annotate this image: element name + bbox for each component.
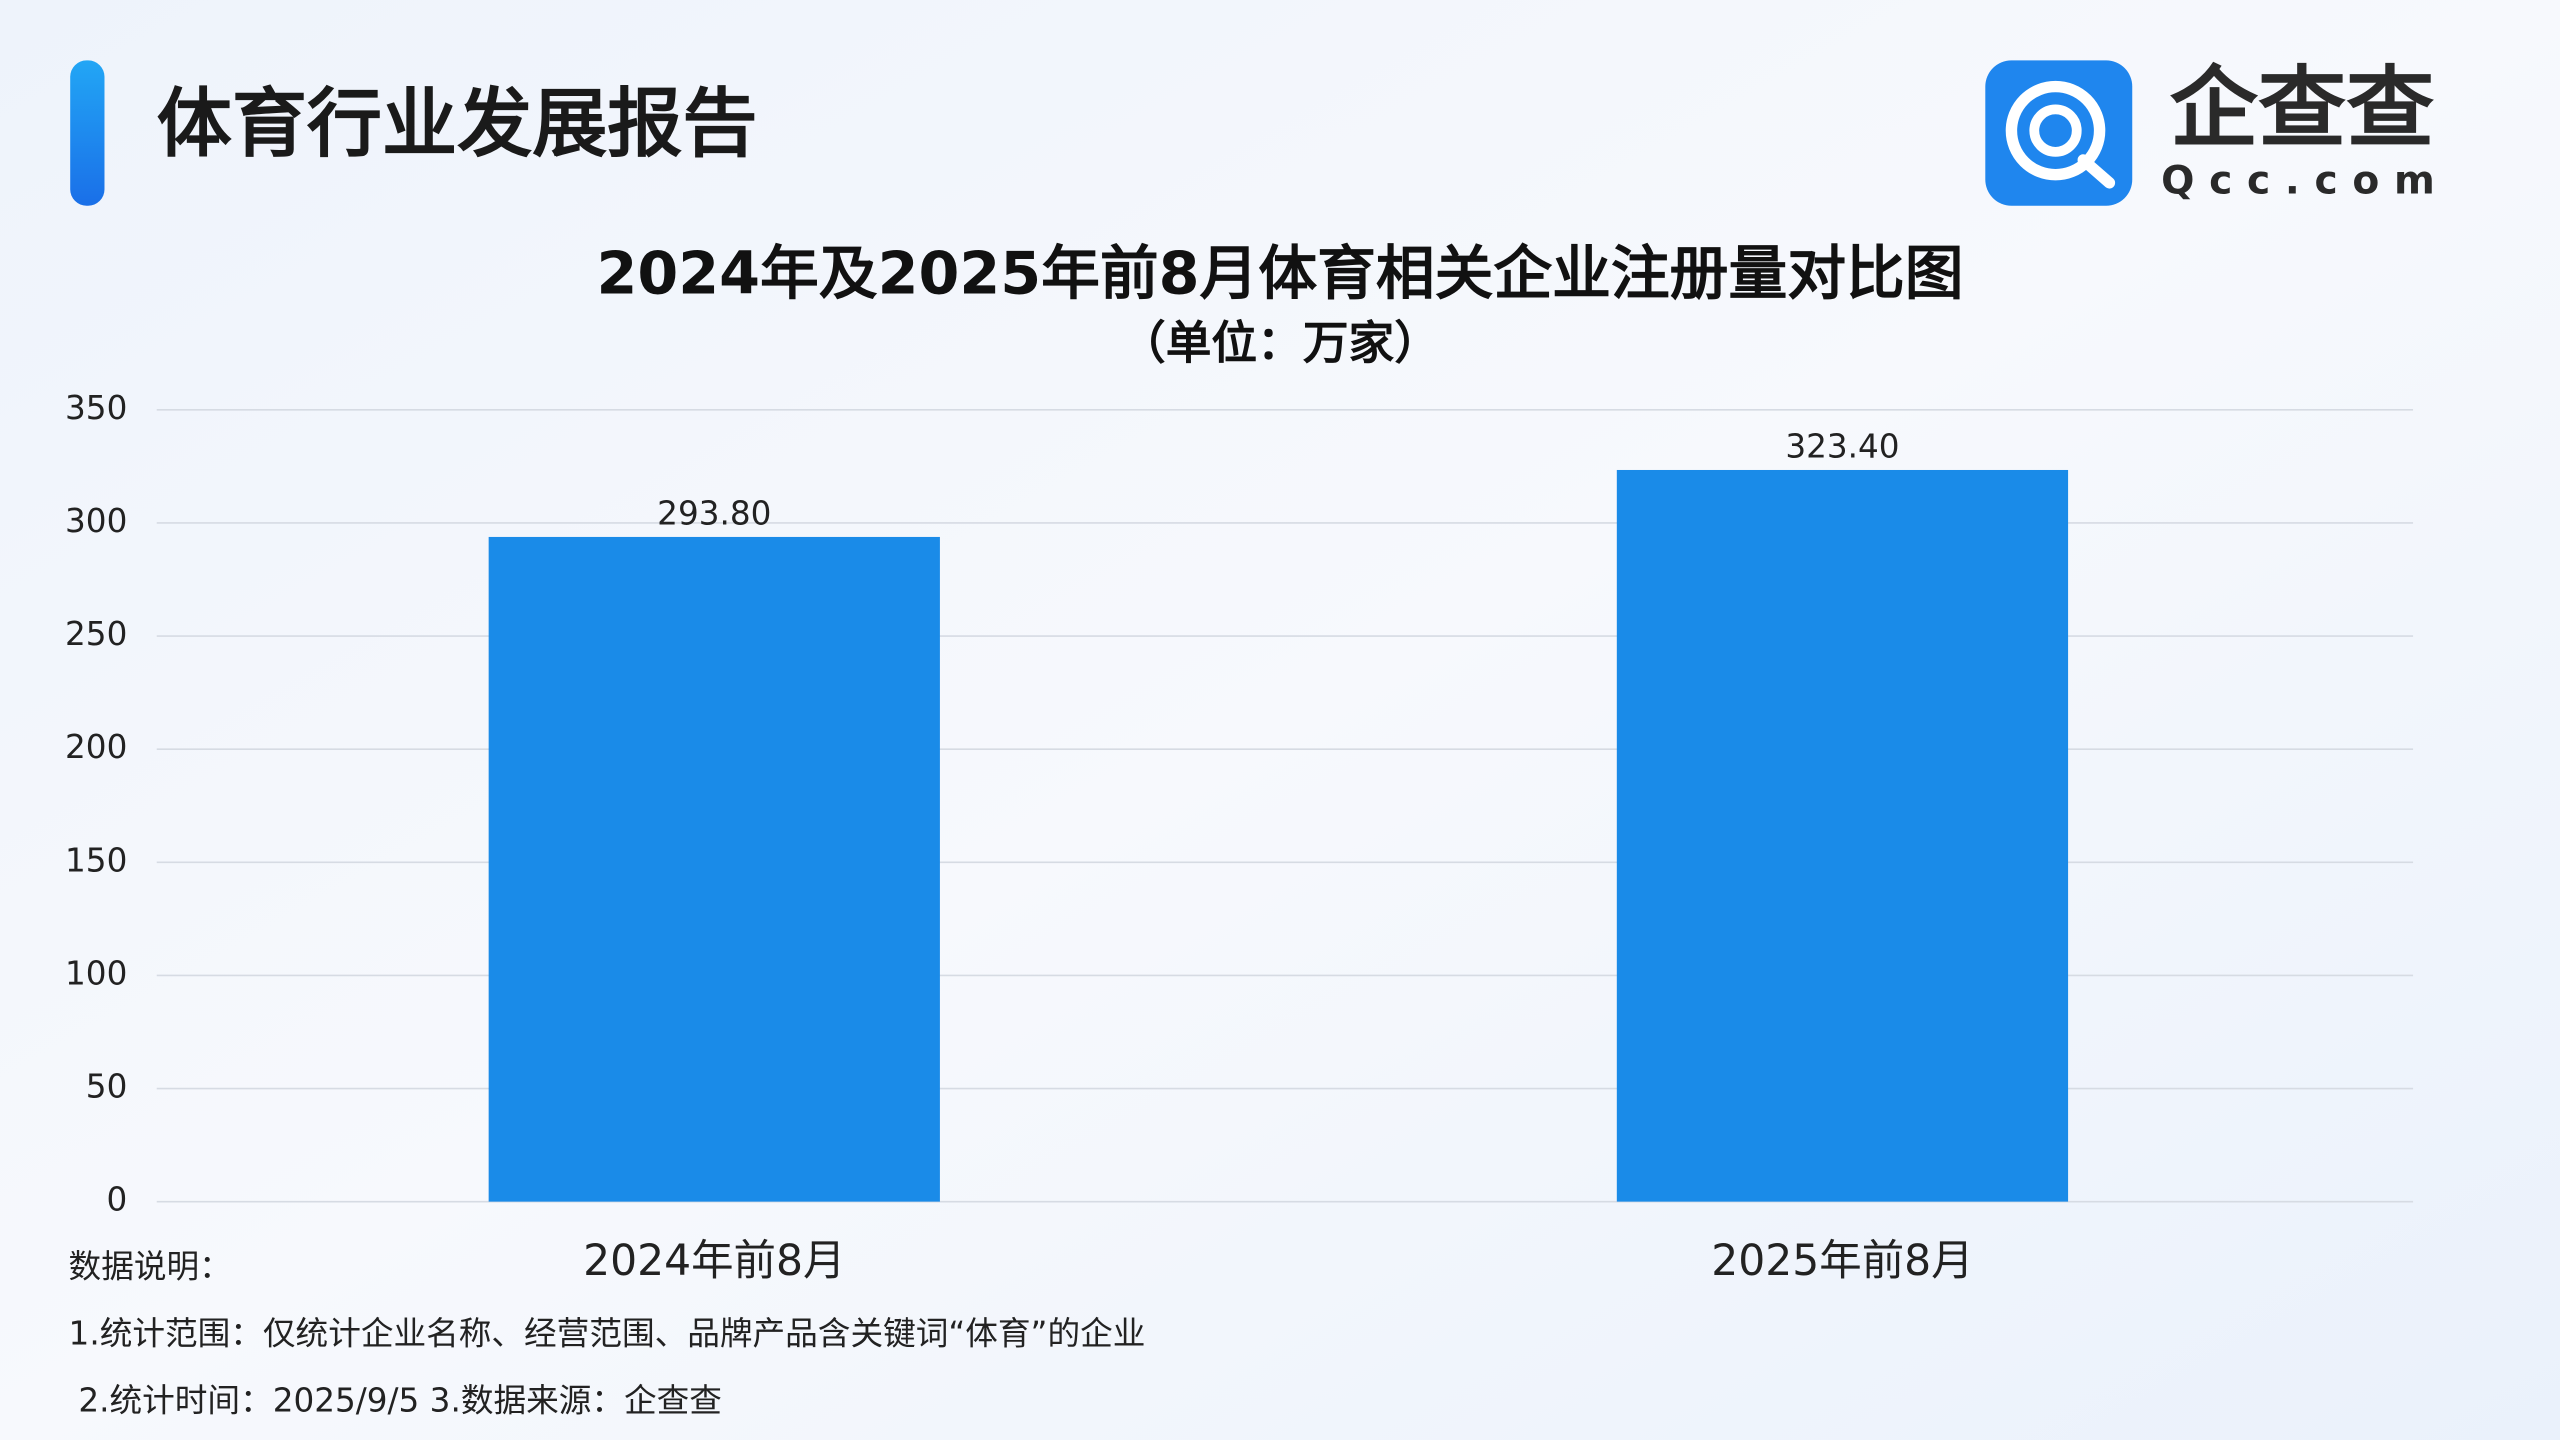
note-line: 1.统计范围：仅统计企业名称、经营范围、品牌产品含关键词“体育”的企业 <box>69 1315 1146 1353</box>
x-tick-label: 2024年前8月 <box>583 1237 845 1286</box>
bar <box>488 536 940 1202</box>
value-label: 293.80 <box>657 495 771 533</box>
x-tick-label: 2025年前8月 <box>1711 1237 1973 1286</box>
value-label: 323.40 <box>1785 428 1899 466</box>
logo-ring-inner <box>2029 104 2082 157</box>
accent-bar <box>70 60 105 206</box>
y-tick-label: 350 <box>65 389 127 427</box>
logo-ring <box>2005 80 2106 181</box>
y-tick-label: 150 <box>65 841 127 879</box>
logo: 企查查 Qcc.com <box>1985 57 2449 206</box>
logo-tail <box>2077 154 2116 189</box>
plot: 0 50 100 150 200 250 300 350 2024年前8月 293.80 2025年… <box>65 389 2414 1286</box>
chart-title: 2024年及2025年前8月体育相关企业注册量对比图 <box>596 239 1963 308</box>
header-title: 体育行业发展报告 <box>157 79 758 167</box>
logo-domain: Qcc.com <box>2161 158 2449 203</box>
bar <box>1616 469 2069 1202</box>
y-tick-label: 200 <box>65 728 127 766</box>
notes-heading: 数据说明： <box>69 1248 232 1286</box>
y-tick-label: 50 <box>86 1068 128 1106</box>
y-tick-label: 0 <box>107 1181 128 1219</box>
chart-subtitle: （单位：万家） <box>1120 317 1440 370</box>
note-line: 2.统计时间：2025/9/5 3.数据来源：企查查 <box>78 1381 722 1419</box>
y-tick-label: 300 <box>65 502 127 540</box>
y-tick-label: 250 <box>65 615 127 653</box>
logo-name: 企查查 <box>2170 57 2434 160</box>
y-tick-label: 100 <box>65 954 127 992</box>
